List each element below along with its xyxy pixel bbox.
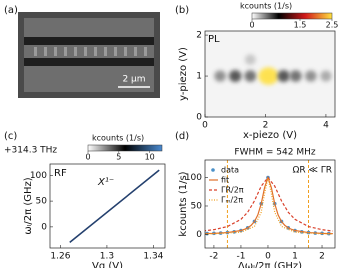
y-axis-label: kcounts (1/s) — [178, 171, 189, 236]
colorbar-tick-label: 0 — [85, 153, 90, 162]
pl-spot — [244, 70, 257, 82]
y-tick-label: 0 — [196, 230, 202, 240]
plot-frame — [204, 30, 336, 118]
plot-frame — [49, 163, 166, 249]
y-axis-label: y-piezo (V) — [178, 47, 189, 101]
x-tick-label: 0 — [202, 121, 208, 131]
panel-label: (b) — [175, 5, 189, 16]
regime-annotation: ΩR ≪ ΓR — [292, 166, 332, 176]
pl-spot — [229, 70, 242, 82]
x-tick-label: 4 — [323, 121, 329, 131]
legend-label: Γₘ/2π — [221, 196, 243, 205]
pl-spot — [277, 70, 290, 82]
pl-spot — [244, 54, 256, 65]
chart-title: FWHM = 542 MHz — [234, 148, 315, 158]
offset-label: +314.3 THz — [4, 146, 57, 156]
x-tick-label: 1.3 — [100, 252, 114, 262]
plot-area — [214, 54, 332, 85]
colorbar-tick-label: 1.5 — [294, 21, 307, 30]
x-tick-label: 1 — [292, 252, 298, 262]
y-tick-label: 2 — [196, 31, 202, 41]
x-tick-label: 1.26 — [50, 252, 70, 262]
x-tick-label: 0 — [265, 252, 271, 262]
panel-label: (c) — [4, 131, 17, 142]
x-axis-label: Vg (V) — [92, 261, 123, 268]
y-axis-label: ωₗ/2π (GHz) — [23, 177, 34, 234]
plot-area — [69, 169, 160, 243]
legend-label: fit — [221, 176, 229, 185]
y-tick-label: 100 — [185, 173, 202, 183]
sem-image — [18, 12, 160, 98]
panel-label: (a) — [4, 5, 18, 16]
y-tick-label: 0 — [196, 113, 202, 123]
colorbar-title: kcounts (1/s) — [240, 2, 292, 11]
plot-area — [205, 160, 333, 248]
plot-frame — [204, 159, 336, 249]
colorbar-tick-label: 0 — [249, 21, 254, 30]
pl-spot — [320, 70, 332, 82]
transition-label: X¹⁻ — [97, 177, 114, 188]
panel-annotation: RF — [54, 168, 67, 179]
x-tick-label: -1 — [236, 252, 245, 262]
pl-spot — [289, 70, 302, 82]
pl-spot — [305, 70, 317, 82]
y-tick-label: 0 — [41, 222, 47, 232]
x-tick-label: 1.34 — [143, 252, 163, 262]
scale-bar-label: 2 μm — [122, 75, 145, 85]
colorbar-tick-label: 2.5 — [326, 21, 339, 30]
legend-label: data — [221, 166, 239, 175]
colorbar — [251, 12, 333, 20]
x-tick-label: -2 — [209, 252, 218, 262]
x-axis-label: Δωₗ/2π (GHz) — [238, 261, 302, 268]
curve — [205, 176, 333, 232]
panel-label: (d) — [175, 131, 189, 142]
y-tick-label: 100 — [30, 171, 47, 181]
colorbar-title: kcounts (1/s) — [92, 134, 144, 143]
x-axis-label: x-piezo (V) — [243, 130, 297, 141]
legend-label: ΓR/2π — [221, 186, 244, 195]
y-tick-label: 1 — [196, 72, 202, 82]
curve — [205, 177, 333, 235]
y-tick-label: 50 — [36, 197, 48, 207]
colorbar — [87, 144, 163, 152]
pl-spot — [258, 67, 279, 85]
resonance-line — [69, 169, 160, 243]
pl-spot — [214, 70, 226, 82]
y-tick-label: 50 — [191, 201, 203, 211]
x-tick-label: 2 — [319, 252, 325, 262]
legend-marker — [211, 168, 215, 172]
colorbar-tick-label: 10 — [145, 153, 155, 162]
x-tick-label: 2 — [263, 121, 269, 131]
panel-annotation: PL — [208, 34, 220, 45]
colorbar-tick-label: 5 — [116, 153, 121, 162]
